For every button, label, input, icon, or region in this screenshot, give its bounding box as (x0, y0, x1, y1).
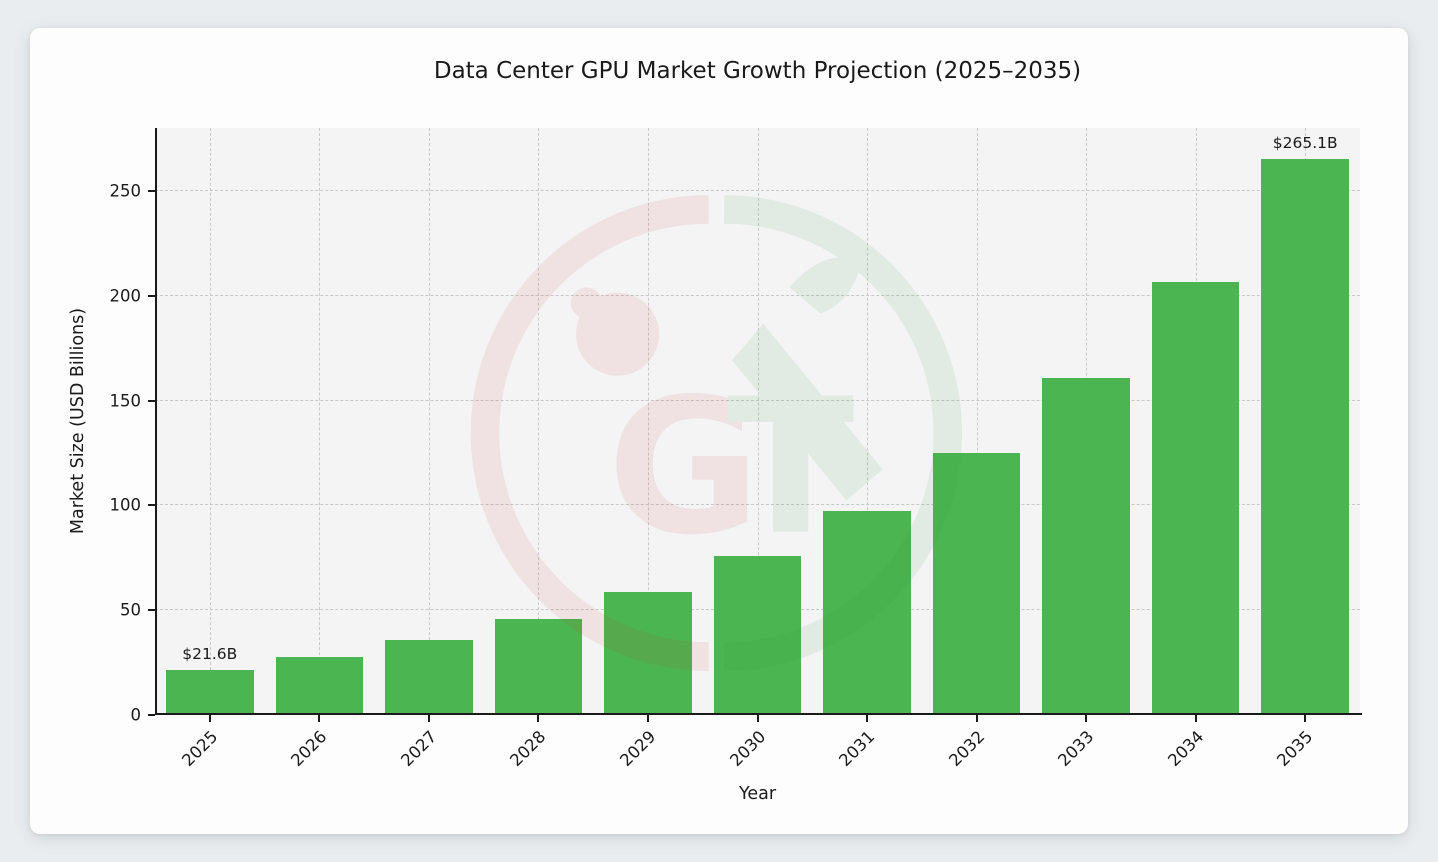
gridline-vertical (538, 128, 540, 715)
y-tick-mark (148, 609, 155, 612)
x-tick-mark (756, 715, 759, 722)
watermark-bull-horn (788, 257, 862, 314)
bar-2026 (275, 656, 364, 715)
x-tick-mark (646, 715, 649, 722)
x-tick-label-text: 2025 (178, 727, 222, 771)
bar-2034 (1151, 282, 1240, 715)
y-tick-mark (148, 504, 155, 507)
bar-2030 (713, 556, 802, 715)
y-tick-mark (148, 399, 155, 402)
chart-card: Data Center GPU Market Growth Projection… (30, 28, 1408, 834)
y-tick-label: 0 (130, 705, 142, 725)
y-axis-spine (155, 128, 157, 715)
gridline-vertical (428, 128, 430, 715)
watermark-bull-stroke (731, 324, 883, 501)
bar-2029 (604, 591, 692, 715)
y-tick-mark (148, 294, 155, 297)
x-axis-label: Year (738, 784, 777, 804)
chart-title: Data Center GPU Market Growth Projection… (433, 58, 1082, 84)
bar-2032 (932, 452, 1021, 715)
gridline-vertical (757, 128, 759, 715)
bar-value-label-2025: $21.6B (182, 644, 238, 663)
gridline-vertical (647, 128, 649, 715)
x-tick-label-text: 2028 (506, 727, 550, 771)
y-axis-label: Market Size (USD Billions) (68, 307, 88, 535)
x-tick-label-text: 2032 (944, 727, 989, 771)
y-tick-label: 200 (109, 286, 142, 306)
x-tick-label-text: 2033 (1054, 727, 1098, 771)
x-tick-label-text: 2029 (616, 727, 660, 771)
y-tick-label: 50 (120, 600, 141, 620)
bar-2033 (1042, 378, 1130, 715)
x-tick-label-text: 2035 (1273, 727, 1317, 771)
gridline-vertical (867, 128, 869, 715)
y-tick-label: 150 (109, 391, 142, 411)
x-tick-mark (866, 715, 869, 722)
x-tick-mark (975, 715, 978, 722)
bar-2027 (385, 640, 473, 715)
x-tick-mark (208, 715, 211, 722)
bar-2035 (1261, 159, 1350, 715)
x-tick-label-text: 2026 (287, 727, 331, 771)
x-tick-label-text: 2030 (725, 727, 769, 771)
bar-2031 (823, 511, 911, 715)
x-tick-mark (318, 715, 321, 722)
y-tick-mark (148, 189, 155, 192)
bar-2025 (165, 669, 254, 715)
y-tick-mark (148, 714, 155, 716)
gridline-vertical (209, 128, 211, 715)
x-tick-mark (1194, 715, 1197, 722)
gridline-vertical (976, 128, 978, 715)
x-tick-label-text: 2034 (1163, 727, 1208, 771)
x-axis-spine (155, 713, 1362, 715)
x-tick-mark (427, 715, 430, 722)
gridline-vertical (319, 128, 321, 715)
x-tick-mark (537, 715, 540, 722)
watermark-red-arc (470, 195, 709, 672)
watermark-letter-g: G (607, 359, 761, 577)
bar-value-label-2035: $265.1B (1272, 134, 1338, 153)
bar-2028 (494, 618, 583, 715)
y-tick-label: 100 (109, 495, 142, 515)
y-tick-label: 250 (109, 181, 142, 201)
x-tick-mark (1085, 715, 1088, 722)
watermark-bear-ear (570, 287, 602, 319)
watermark-bear-head (575, 292, 659, 377)
plot-area: G T $21.6B $265.1B 0 50 100 150 200 250 2025 202… (110, 128, 1362, 770)
x-tick-mark (1304, 715, 1307, 722)
x-tick-label-text: 2031 (835, 727, 879, 771)
x-tick-label-text: 2027 (397, 727, 441, 771)
